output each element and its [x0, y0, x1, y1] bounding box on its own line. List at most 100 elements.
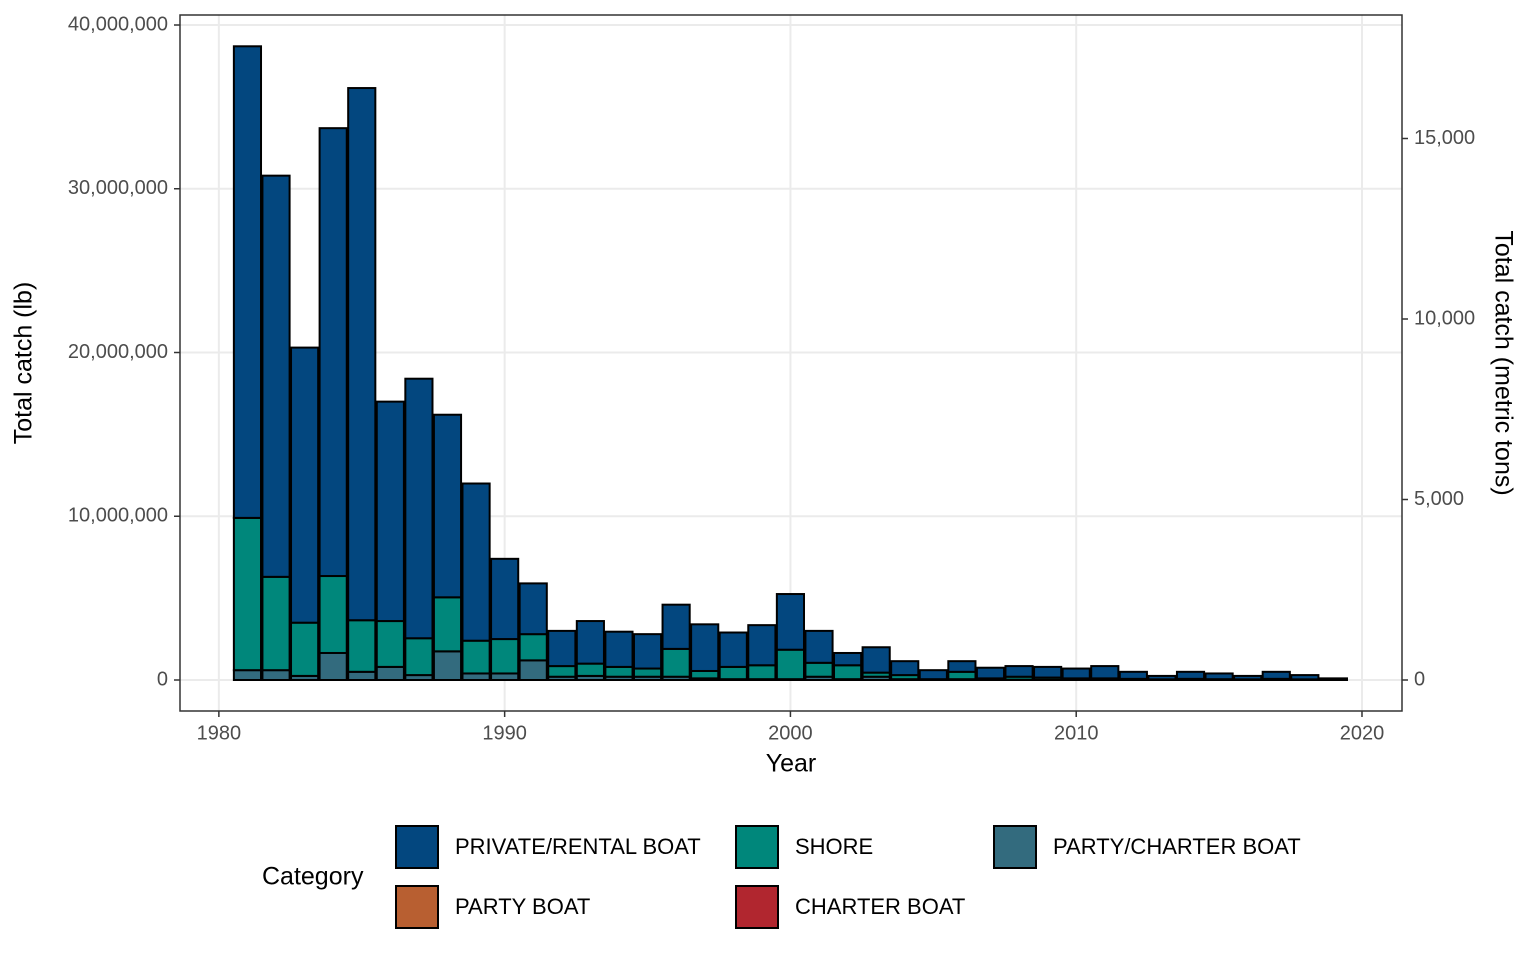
bar-segment — [375, 400, 405, 623]
bar-segment — [804, 661, 834, 678]
bar-segment — [261, 174, 291, 578]
bar-segment — [318, 575, 348, 654]
bar-segment — [947, 670, 977, 681]
bar-segment — [432, 596, 463, 653]
x-tick-label: 1990 — [482, 722, 527, 744]
legend-key — [735, 825, 779, 869]
y2-tick-label: 10,000 — [1414, 307, 1475, 329]
bar-segment — [890, 660, 920, 677]
bar-segment — [1118, 670, 1148, 680]
bar-segment — [690, 669, 720, 680]
bar-segment — [232, 669, 263, 682]
bar-segment — [461, 482, 491, 642]
bar-segment — [318, 651, 348, 682]
bar-segment — [1261, 670, 1291, 680]
bar-segment — [718, 665, 748, 681]
bar-segment — [490, 557, 520, 641]
bar-segment — [261, 669, 291, 682]
bar-segment — [261, 575, 291, 672]
bar-segment — [404, 637, 434, 677]
bar-segment — [375, 620, 405, 668]
legend-key — [395, 885, 439, 929]
y-tick-label: 30,000,000 — [68, 177, 168, 199]
legend-label: PARTY/CHARTER BOAT — [1053, 834, 1301, 859]
bar-segment — [804, 629, 834, 664]
bar-segment — [604, 665, 634, 678]
bar-segment — [490, 638, 520, 675]
x-tick-label: 2010 — [1054, 722, 1099, 744]
bar-segment — [1204, 672, 1234, 681]
bar-segment — [318, 127, 348, 578]
bar-segment — [375, 665, 405, 682]
y-axis-title: Total catch (lb) — [10, 282, 38, 445]
bar-segment — [1033, 665, 1063, 679]
x-tick-label: 2020 — [1340, 722, 1385, 744]
bar-segment — [775, 593, 806, 651]
bar-segment — [690, 623, 720, 672]
bar-segment — [718, 631, 748, 668]
y-tick-label: 20,000,000 — [68, 341, 168, 363]
bar-segment — [1147, 674, 1177, 681]
bar-segment — [1290, 674, 1320, 681]
bar-segment — [232, 516, 263, 672]
bar-segment — [775, 648, 806, 681]
y2-tick-label: 15,000 — [1414, 127, 1475, 149]
bar-segment — [518, 633, 548, 662]
y-tick-label: 40,000,000 — [68, 13, 168, 35]
bar-segment — [432, 650, 463, 682]
bar-segment — [947, 660, 977, 673]
bar-segment — [575, 662, 605, 677]
bar-segment — [1233, 674, 1263, 681]
bar-segment — [861, 646, 891, 674]
bar-segment — [1090, 665, 1120, 680]
panel-border — [179, 14, 1403, 712]
bar-segment — [1318, 677, 1348, 681]
bar-segment — [632, 667, 663, 678]
bar-segment — [975, 666, 1006, 680]
bar-segment — [1061, 667, 1091, 680]
bar-segment — [290, 346, 320, 624]
bar-segment — [833, 651, 863, 667]
legend-key — [395, 825, 439, 869]
bar-segment — [661, 603, 691, 650]
bar-segment — [432, 413, 463, 599]
bar-segment — [518, 582, 548, 636]
bar-segment — [1004, 665, 1034, 678]
bar-segment — [347, 670, 377, 682]
bar-segment — [347, 619, 377, 673]
legend-key — [993, 825, 1037, 869]
bar-segment — [547, 629, 577, 668]
y2-tick-label: 0 — [1414, 668, 1425, 690]
bar-segment — [918, 669, 948, 681]
x-axis-title: Year — [766, 750, 817, 778]
bar-segment — [747, 624, 777, 667]
legend-label: SHORE — [795, 834, 873, 859]
bar-segment — [604, 630, 634, 668]
bar-segment — [404, 377, 434, 640]
bar-segment — [747, 664, 777, 681]
y2-axis-title: Total catch (metric tons) — [1489, 230, 1517, 495]
bar-segment — [632, 633, 663, 670]
bar-segment — [290, 621, 320, 677]
bar-segment — [518, 659, 548, 682]
legend-key — [735, 885, 779, 929]
y2-tick-label: 5,000 — [1414, 488, 1464, 510]
x-tick-label: 1980 — [197, 722, 242, 744]
y-tick-label: 10,000,000 — [68, 505, 168, 527]
bar-segment — [547, 665, 577, 678]
legend-label: PRIVATE/RENTAL BOAT — [455, 834, 701, 859]
legend-label: PARTY BOAT — [455, 894, 590, 919]
bar-segment — [232, 45, 263, 519]
legend-label: CHARTER BOAT — [795, 894, 965, 919]
x-tick-label: 2000 — [768, 722, 813, 744]
bar-segment — [575, 620, 605, 665]
bar-segment — [1175, 670, 1206, 680]
bar-segment — [661, 647, 691, 678]
bar-segment — [347, 87, 377, 622]
bar-segment — [833, 664, 863, 681]
bar-segment — [461, 639, 491, 675]
y-tick-label: 0 — [157, 668, 168, 690]
legend-title: Category — [262, 863, 364, 891]
